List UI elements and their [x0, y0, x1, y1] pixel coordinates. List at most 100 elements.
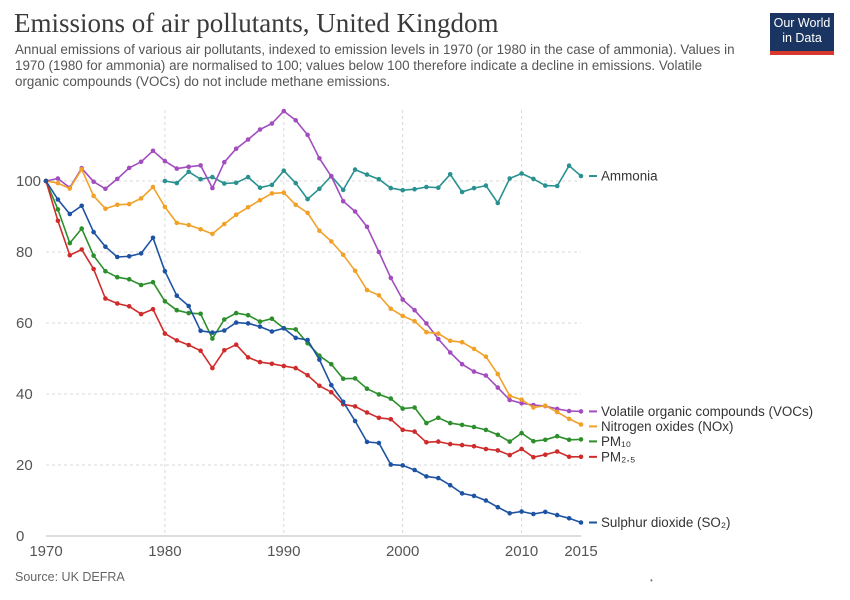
data-point — [566, 416, 572, 422]
data-point — [222, 328, 227, 333]
data-point — [293, 180, 299, 186]
series-label-text: Sulphur dioxide (SO₂) — [601, 515, 731, 530]
data-point — [293, 327, 299, 332]
data-point — [67, 211, 73, 217]
data-point — [578, 173, 584, 179]
data-point — [388, 306, 394, 312]
owid-logo[interactable]: Our World in Data — [770, 13, 834, 55]
x-tick-label: 1990 — [267, 543, 300, 560]
data-point — [162, 204, 168, 210]
data-point — [305, 210, 310, 216]
data-point — [459, 442, 465, 448]
series-line — [164, 164, 582, 204]
data-point — [281, 108, 287, 114]
data-point — [91, 253, 96, 258]
y-tick-label: 40 — [16, 386, 33, 403]
data-point — [293, 118, 299, 123]
series-label-text: PM₁₀ — [601, 434, 631, 449]
data-point — [424, 184, 429, 190]
data-point — [495, 504, 501, 510]
data-point — [245, 174, 251, 180]
data-point — [447, 420, 453, 426]
data-point — [495, 385, 501, 390]
data-point — [233, 146, 239, 151]
data-point — [103, 206, 108, 211]
data-point — [471, 443, 477, 449]
data-point — [459, 491, 465, 496]
data-point — [269, 191, 275, 196]
data-point — [103, 186, 108, 192]
data-point — [103, 268, 108, 274]
series-label-text: Ammonia — [601, 169, 658, 184]
data-point — [210, 330, 215, 335]
data-point — [174, 338, 180, 343]
data-point — [471, 493, 477, 499]
data-point — [186, 303, 191, 309]
data-point — [305, 196, 310, 202]
data-point — [174, 293, 180, 299]
data-point — [233, 310, 239, 316]
data-point — [471, 369, 477, 374]
data-point — [447, 172, 453, 177]
data-point — [115, 274, 120, 280]
data-point — [471, 346, 477, 352]
data-point — [138, 196, 144, 201]
data-point — [43, 178, 49, 184]
series-labels: Ammonia Volatile organic compounds (VOCs)… — [589, 169, 813, 530]
data-point — [447, 482, 453, 488]
data-point — [566, 408, 572, 414]
data-point — [162, 268, 168, 274]
data-point — [150, 235, 156, 241]
data-point — [91, 193, 96, 199]
data-point — [138, 282, 144, 288]
data-point — [400, 313, 406, 319]
data-point — [269, 329, 275, 334]
data-point — [210, 365, 215, 371]
data-point — [483, 498, 489, 503]
data-point — [233, 320, 239, 325]
x-tick-label: 1980 — [148, 543, 181, 560]
logo-line-2: in Data — [782, 31, 822, 45]
data-point — [115, 301, 120, 306]
data-point — [222, 181, 227, 186]
data-point — [281, 168, 287, 173]
data-point — [352, 209, 358, 214]
data-point — [436, 331, 441, 336]
data-point — [293, 335, 299, 341]
data-point — [245, 355, 251, 360]
data-point — [388, 275, 394, 281]
data-point — [233, 180, 239, 186]
data-point — [376, 415, 382, 421]
data-point — [543, 437, 548, 443]
data-point — [281, 363, 287, 369]
data-point — [531, 438, 536, 444]
data-point — [566, 516, 572, 521]
data-point — [364, 410, 370, 415]
data-point — [245, 321, 251, 326]
data-point — [554, 512, 560, 518]
data-point — [329, 361, 334, 367]
data-point — [317, 383, 322, 389]
data-point — [424, 420, 429, 426]
data-point — [566, 163, 572, 168]
data-point — [554, 409, 560, 415]
data-point — [222, 159, 227, 165]
data-point — [412, 318, 417, 324]
data-point — [198, 163, 203, 168]
data-point — [293, 202, 299, 208]
data-point — [186, 169, 191, 175]
y-tick-label: 60 — [16, 315, 33, 332]
data-point — [198, 227, 203, 232]
x-tick-label: 2010 — [505, 543, 538, 560]
data-point — [55, 180, 61, 186]
data-point — [162, 158, 168, 164]
data-point — [103, 244, 108, 249]
data-point — [103, 296, 108, 301]
data-point — [531, 405, 536, 410]
series-line — [45, 180, 582, 443]
data-point — [412, 429, 417, 434]
series-label: Nitrogen oxides (NOx) — [589, 419, 733, 434]
data-point — [364, 224, 370, 230]
data-point — [269, 361, 275, 367]
data-point — [115, 176, 120, 182]
